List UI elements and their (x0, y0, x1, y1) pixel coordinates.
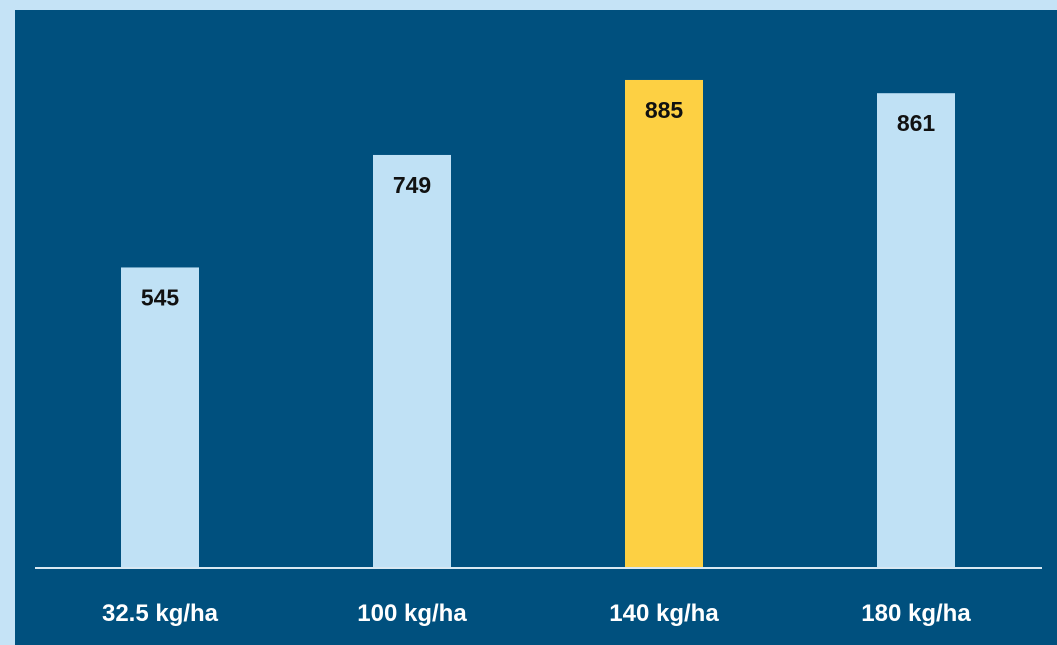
value-label-2: 749 (393, 172, 431, 198)
bar-4 (877, 93, 955, 569)
bar-2 (373, 154, 451, 568)
value-label-1: 545 (141, 284, 180, 310)
labels-group: 545 32.5 kg/ha 749 100 kg/ha 885 140 kg/ha 861… (102, 97, 971, 627)
bars-group (121, 79, 955, 569)
category-label-2: 100 kg/ha (357, 600, 467, 627)
bar-3 (625, 79, 703, 568)
category-label-3: 140 kg/ha (609, 600, 719, 627)
bar-1 (121, 267, 199, 568)
value-label-4: 861 (897, 110, 936, 136)
category-label-1: 32.5 kg/ha (102, 600, 219, 627)
category-label-4: 180 kg/ha (861, 600, 971, 627)
value-label-3: 885 (645, 97, 684, 123)
